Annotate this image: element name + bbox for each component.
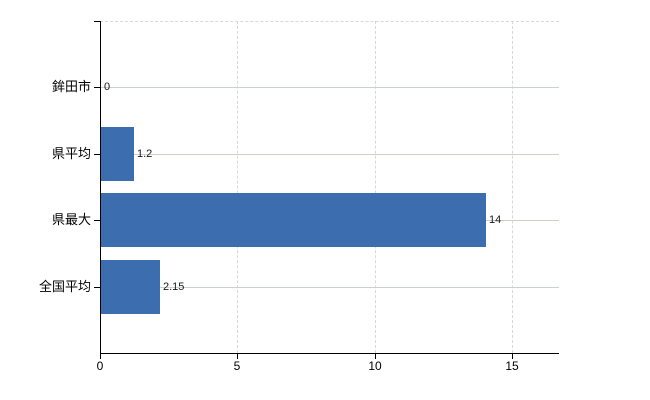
y-axis-line (100, 21, 101, 354)
gridline-horizontal (100, 87, 559, 88)
category-label: 県平均 (51, 146, 91, 161)
bar (101, 260, 160, 314)
bar (101, 193, 486, 247)
gridline-vertical (512, 21, 513, 353)
gridline-horizontal (100, 154, 559, 155)
value-label: 14 (489, 214, 502, 226)
x-tick-label: 0 (96, 359, 104, 373)
category-label: 鉾田市 (51, 79, 91, 94)
category-label: 全国平均 (38, 279, 91, 294)
x-axis-tick (375, 354, 376, 359)
x-tick-label: 5 (233, 359, 241, 373)
y-axis-tick (94, 87, 100, 88)
x-axis-tick (512, 354, 513, 359)
x-axis-tick (100, 354, 101, 359)
x-axis-tick (237, 354, 238, 359)
x-axis-line (100, 353, 559, 354)
category-label: 県最大 (51, 212, 91, 227)
gridline-vertical (375, 21, 376, 353)
y-axis-tick (94, 21, 100, 22)
x-tick-label: 10 (368, 359, 382, 373)
gridline-vertical (237, 21, 238, 353)
bar (101, 127, 134, 181)
x-tick-label: 15 (505, 359, 519, 373)
gridline-horizontal (100, 287, 559, 288)
value-label: 1.2 (137, 148, 153, 160)
y-axis-tick (94, 220, 100, 221)
plot-top-border (100, 21, 559, 22)
value-label: 2.15 (163, 281, 185, 293)
y-axis-tick (94, 287, 100, 288)
y-axis-tick (94, 154, 100, 155)
value-label: 0 (104, 81, 111, 93)
